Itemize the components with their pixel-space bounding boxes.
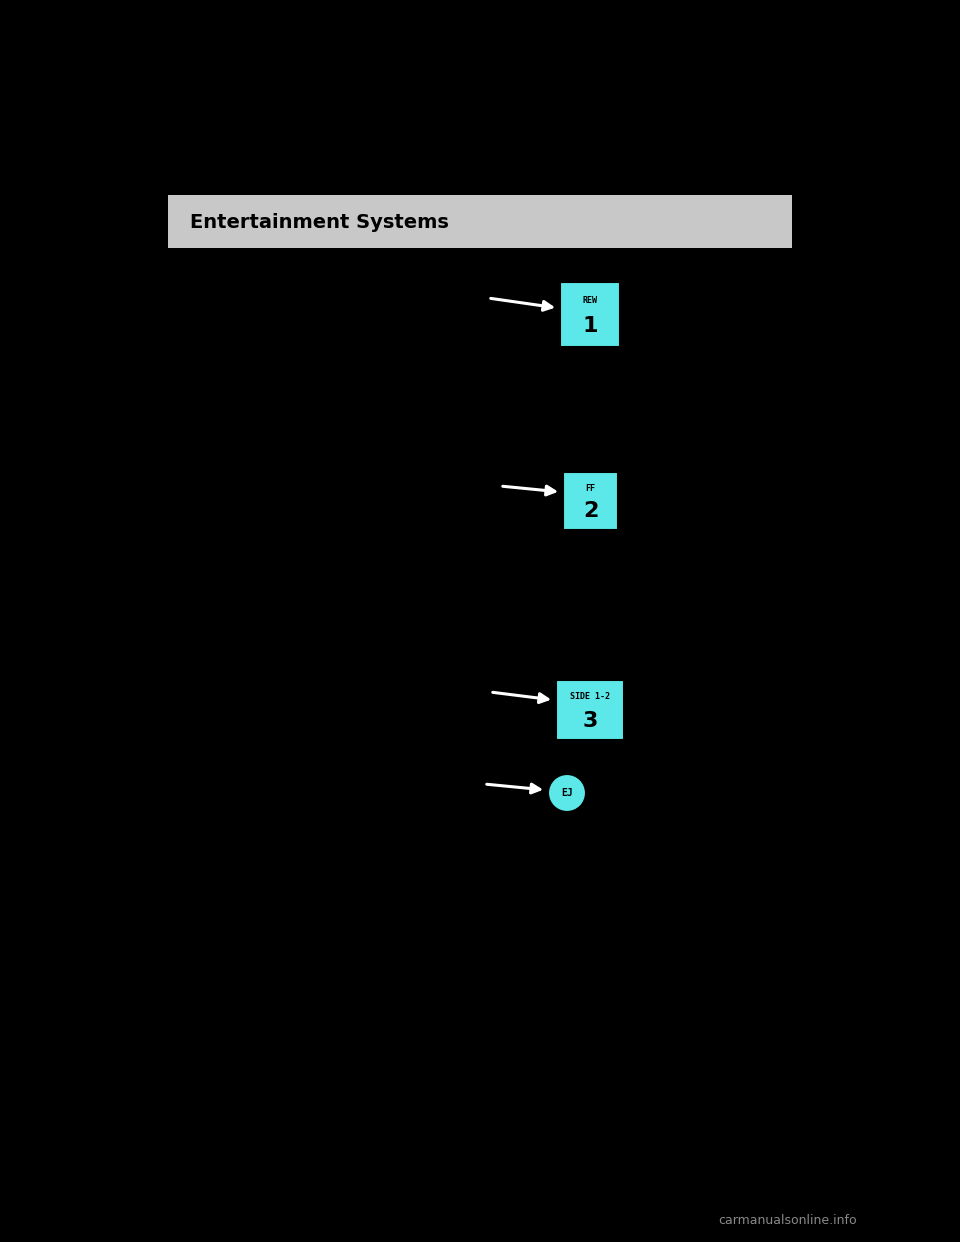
Text: 3: 3 — [583, 710, 598, 730]
Text: 1: 1 — [583, 317, 598, 337]
Text: REW: REW — [583, 296, 597, 304]
Text: EJ: EJ — [562, 787, 573, 799]
Text: Entertainment Systems: Entertainment Systems — [190, 212, 449, 232]
Text: FF: FF — [586, 483, 595, 493]
Text: 2: 2 — [583, 502, 598, 522]
Text: carmanualsonline.info: carmanualsonline.info — [718, 1215, 856, 1227]
Circle shape — [548, 774, 586, 812]
FancyBboxPatch shape — [560, 282, 620, 347]
Text: SIDE 1-2: SIDE 1-2 — [570, 692, 610, 702]
FancyBboxPatch shape — [556, 681, 624, 740]
FancyBboxPatch shape — [168, 195, 792, 248]
FancyBboxPatch shape — [563, 472, 618, 530]
